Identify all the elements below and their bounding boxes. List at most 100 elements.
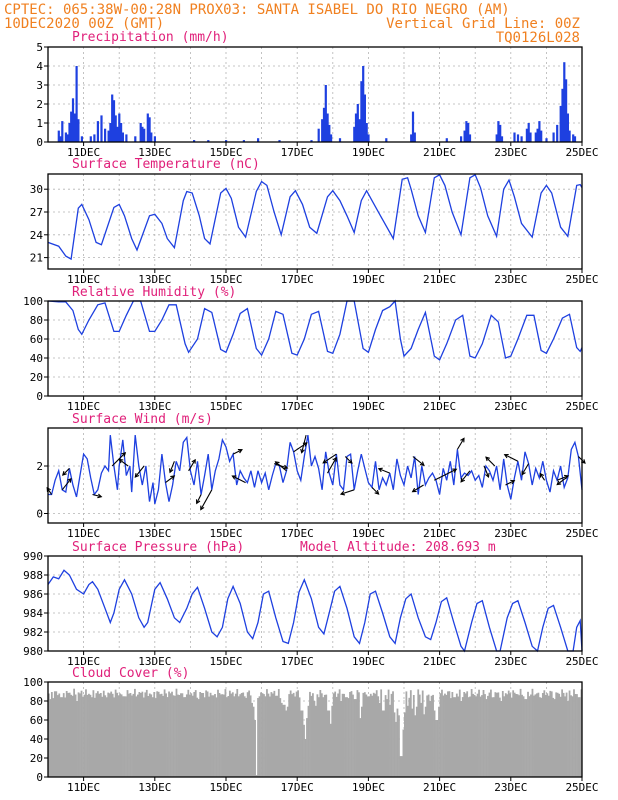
cloud-bar [328,710,331,777]
wind-arrowhead [200,505,205,511]
precip-bar [225,140,228,142]
y-tick-label: 60 [30,714,43,727]
cloud-bar [317,697,320,777]
cloud-bar [406,705,409,778]
cloud-bar [504,693,507,777]
cloud-bar [283,704,286,777]
y-tick-label: 2 [36,98,43,111]
cloud-bar [273,690,276,777]
precip-bar [572,134,575,142]
precip-bar [114,115,117,142]
x-tick-label: 11DEC [67,146,100,159]
x-tick-label: 25DEC [565,400,598,413]
cloud-bar [484,694,486,777]
x-tick-label: 25DEC [565,527,598,540]
cloud-bar [501,691,504,777]
cloud-bar [251,702,253,777]
precip-bar [326,113,329,142]
cloud-bar [531,688,534,777]
cloud-bar [150,694,153,777]
precip-bar [525,128,528,142]
precip-bar [565,79,568,142]
cloud-bar [399,756,402,777]
precip-bar [80,136,83,142]
precip-bar [66,134,69,142]
wind-arrow [301,434,307,453]
cloud-bar [91,697,93,777]
header-location: CPTEC: 065:38W-00:28N PROX03: SANTA ISAB… [4,2,510,18]
cloud-bar [65,691,68,777]
cloud-bar [516,694,519,777]
cloud-bar [319,690,322,777]
cloud-bar [243,696,246,778]
cloud-bar [180,693,182,777]
precip-bar [445,138,448,142]
y-tick-label: 40 [30,352,43,365]
precip-bar [77,119,80,142]
cloud-bar [269,696,271,777]
cloud-bar [481,695,483,777]
x-tick-label: 19DEC [352,781,385,794]
cloud-bar [436,720,439,777]
cloud-bar [536,693,538,777]
precip-bar [59,136,62,142]
cloud-bar [530,694,532,777]
x-tick-label: 23DEC [494,146,527,159]
cloud-bar [159,694,162,777]
cloud-bar [429,701,431,777]
cloud-bar [83,694,86,777]
cloud-bar [466,691,469,777]
precip-bar [495,134,498,142]
cloud-bar [561,689,564,777]
x-tick-label: 25DEC [565,146,598,159]
cloud-bar [525,699,528,777]
cloud-bar [95,693,98,777]
cloud-bar [68,692,71,777]
wind-arrowhead [521,470,526,476]
wind-arrowhead [377,467,383,473]
precip-bar [242,140,245,142]
cloud-bar [369,693,372,777]
wind-arrow [188,459,196,472]
cloud-bar [435,720,437,777]
wind-arrowhead [332,456,337,462]
cloud-bar [82,696,84,777]
wind-arrow [322,453,337,464]
cloud-bar [226,697,228,777]
cloud-bar [193,692,196,777]
cloud-bar [73,688,75,777]
y-tick-label: 21 [30,252,43,265]
cloud-bar [355,699,357,777]
y-tick-label: 100 [23,676,43,689]
precip-bar [410,134,413,142]
cloud-bar [478,689,480,777]
cloud-bar [160,693,163,777]
cloud-bar [424,706,427,777]
cloud-bar [573,689,575,777]
cloud-bar [433,710,436,777]
precip-bar [568,130,571,142]
cloud-bar [350,691,353,777]
precip-bar [150,132,153,142]
cloud-bar [114,689,117,777]
x-tick-label: 15DEC [209,400,242,413]
precip-bar [365,123,368,142]
x-tick-label: 23DEC [494,273,527,286]
cloud-bar [555,692,558,777]
precip-bar [363,94,366,142]
x-tick-label: 15DEC [209,527,242,540]
x-tick-label: 17DEC [281,527,314,540]
precip-bar [57,130,60,142]
cloud-bar [64,697,67,777]
cloud-bar [132,693,135,777]
cloud-bar [220,694,222,777]
cloud-bar [101,696,104,777]
y-tick-label: 27 [30,206,43,219]
cloud-bar [365,694,368,777]
panel-frame [47,555,583,652]
cloud-bar [255,775,258,777]
series-line [47,299,583,361]
y-tick-label: 982 [23,626,43,639]
panel-frame [47,300,583,397]
cloud-bar [479,696,482,777]
